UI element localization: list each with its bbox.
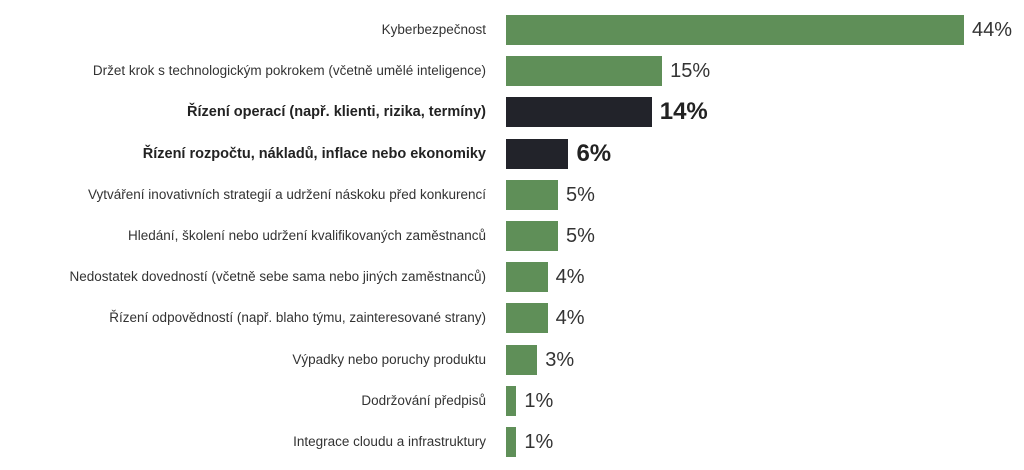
value-label: 5% — [566, 225, 595, 247]
category-label: Dodržování předpisů — [361, 392, 486, 408]
category-label: Řízení rozpočtu, nákladů, inflace nebo e… — [142, 145, 486, 162]
value-label: 4% — [555, 307, 585, 330]
bar — [506, 427, 517, 457]
value-label: 5% — [566, 183, 595, 206]
category-label: Vytváření inovativních strategií a udrže… — [88, 186, 486, 202]
category-label: Držet krok s technologickým pokrokem (vč… — [92, 63, 486, 79]
value-label: 4% — [555, 266, 585, 289]
bar — [506, 15, 964, 45]
bar — [506, 262, 548, 293]
category-label: Kyberbezpečnost — [381, 22, 486, 37]
category-label: Hledání, školení nebo udržení kvalifikov… — [128, 228, 486, 243]
bar — [506, 221, 559, 251]
bar — [506, 385, 517, 416]
value-label: 14% — [659, 98, 708, 126]
value-label: 3% — [545, 348, 575, 371]
value-label: 6% — [576, 139, 612, 167]
bar — [506, 138, 569, 169]
category-label: Řízení odpovědností (např. blaho týmu, z… — [109, 310, 486, 326]
bar — [506, 344, 538, 375]
category-label: Integrace cloudu a infrastruktury — [293, 434, 486, 449]
value-label: 15% — [670, 60, 711, 83]
category-label: Výpadky nebo poruchy produktu — [292, 351, 486, 367]
bar — [506, 97, 652, 128]
value-label: 1% — [524, 389, 554, 412]
bar — [506, 303, 548, 334]
value-label: 1% — [524, 431, 554, 453]
bar — [506, 56, 663, 87]
bar — [506, 179, 559, 210]
category-label: Řízení operací (např. klienti, rizika, t… — [187, 104, 486, 121]
category-label: Nedostatek dovedností (včetně sebe sama … — [69, 269, 487, 285]
value-label: 44% — [972, 19, 1013, 41]
